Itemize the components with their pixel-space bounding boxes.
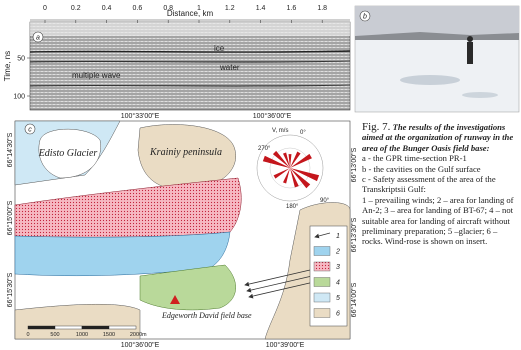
y-tick-label: 100 [13,94,25,101]
scale-label: 1500 [103,332,115,338]
legend-label: 4 [336,280,340,287]
annotation: ice [214,44,225,53]
panel-label: a [36,35,40,42]
x-tick-label: 0.8 [163,5,173,12]
x-tick-label: 0.4 [102,5,112,12]
x-tick-label: 0.2 [71,5,81,12]
x-tick-label: 1.8 [317,5,327,12]
panel-label: b [363,14,367,21]
legend-swatch [314,262,330,271]
direction-label: 0° [300,130,306,136]
coord-label: 66°15'30"S [6,272,14,307]
x-tick-label: 1.6 [287,5,297,12]
place-label: Edgeworth David field base [161,311,252,320]
coord-label: 66°14'00"S [350,282,358,317]
photo-person-head [467,36,473,42]
x-tick-label: 1 [197,5,201,12]
caption-item: 1 – prevailing winds; 2 – area for landi… [362,195,518,247]
scale-segment [55,326,82,329]
direction-label: 90° [320,198,330,204]
legend-label: 6 [336,311,340,318]
figure-number: Fig. 7. [362,121,390,133]
scale-segment [109,326,136,329]
legend-label: 3 [336,264,340,271]
x-tick-label: 1.4 [256,5,266,12]
direction-label: 270° [258,146,271,152]
caption-item: a - the GPR time-section PR-1 [362,153,518,163]
scale-label: 0 [26,332,29,338]
coord-label: 66°14'30"S [6,132,14,167]
caption-item: c - Safety assessment of the area of the… [362,174,518,195]
wind-speed-label: V, m/s [272,128,288,134]
photo-cavity [400,75,460,85]
scale-unit: m [142,332,147,338]
direction-label: 180° [286,204,299,210]
axis-title: Distance, km [167,9,214,18]
legend-swatch [314,309,330,318]
x-tick-label: 0 [43,5,47,12]
coord-label: 100°36'00"E [253,112,292,120]
panel-label: c [28,127,32,134]
coord-label: 100°36'00"E [121,341,160,349]
scale-label: 500 [50,332,59,338]
y-tick-label: 50 [17,56,25,63]
scale-segment [82,326,109,329]
annotation: water [219,63,240,72]
scale-label: 1000 [76,332,88,338]
legend-label: 2 [335,249,340,256]
x-tick-label: 0.6 [133,5,143,12]
caption-item: b - the cavities on the Gulf surface [362,164,518,174]
annotation: multiple wave [72,71,121,80]
photo-cavity [462,92,498,98]
coord-label: 100°39'00"E [266,341,305,349]
caption: Fig. 7. The results of the investigation… [362,122,518,247]
legend-swatch [314,293,330,302]
coord-label: 66°13'00"S [350,147,358,182]
place-label: Edisto Glacier [38,148,98,159]
legend-swatch [314,247,330,256]
coord-label: 66°15'00"S [6,200,14,235]
legend-label: 1 [336,233,340,240]
axis-title: Time, ns [3,51,12,81]
figure-page: a Distance, km Time, ns ice water multip… [0,0,521,350]
legend-swatch [314,278,330,287]
coord-label: 100°33'00"E [121,112,160,120]
legend-label: 5 [336,295,340,302]
place-label: Krainiy peninsula [149,147,222,158]
radargram-top [30,22,350,36]
photo-sky [355,6,519,36]
scale-label: 2000 [130,332,142,338]
photo-person [467,42,473,64]
scale-segment [28,326,55,329]
coord-label: 66°13'30"S [350,217,358,252]
x-tick-label: 1.2 [225,5,235,12]
